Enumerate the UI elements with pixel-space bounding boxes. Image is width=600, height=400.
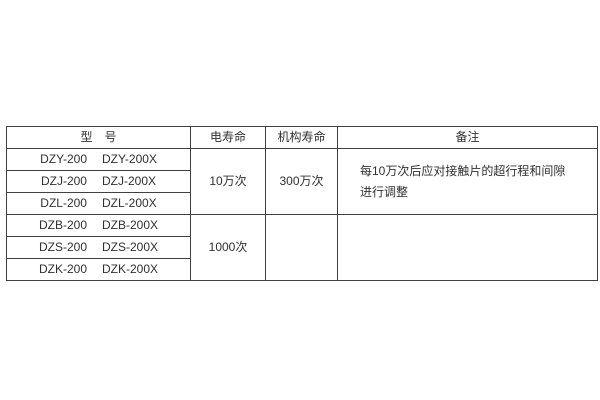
mechanism-life-cell: 300万次 — [265, 148, 338, 215]
table-row: DZJ-200 DZJ-200X — [6, 170, 598, 193]
electrical-life-cell: 10万次 — [190, 148, 266, 215]
mechanism-life-cell — [265, 214, 338, 281]
model-name: DZY-200X — [102, 151, 157, 166]
model-pair: DZB-200 DZB-200X — [8, 217, 190, 232]
model-pair: DZY-200 DZY-200X — [8, 151, 190, 166]
remarks-cell: 每10万次后应对接触片的超行程和间隙 进行调整 — [337, 148, 598, 215]
model-name: DZB-200 — [38, 217, 87, 232]
model-pair: DZJ-200 DZJ-200X — [8, 173, 190, 188]
model-cell: DZL-200 DZL-200X — [6, 192, 191, 215]
col-header-mechanism-life: 机构寿命 — [265, 126, 338, 149]
remarks-cell — [337, 214, 598, 281]
model-name: DZK-200 — [38, 261, 87, 276]
col-header-remarks: 备注 — [337, 126, 598, 149]
model-name: DZJ-200X — [101, 173, 157, 188]
model-name: DZK-200X — [102, 261, 159, 276]
model-name: DZB-200X — [102, 217, 159, 232]
model-cell: DZS-200 DZS-200X — [6, 236, 191, 259]
model-cell: DZB-200 DZB-200X — [6, 214, 191, 237]
model-name: DZS-200 — [38, 239, 87, 254]
table-row: DZY-200 DZY-200X 10万次 300万次 每10万次后应对接触片的… — [6, 148, 598, 215]
remark-line: 每10万次后应对接触片的超行程和间隙 — [360, 163, 566, 178]
model-cell: DZK-200 DZK-200X — [6, 258, 191, 281]
table-row: DZK-200 DZK-200X — [6, 258, 598, 281]
model-name: DZL-200 — [40, 195, 87, 210]
model-pair: DZL-200 DZL-200X — [8, 195, 190, 210]
model-cell: DZY-200 DZY-200X — [6, 148, 191, 171]
model-name: DZY-200 — [40, 151, 87, 166]
model-name: DZS-200X — [102, 239, 159, 254]
model-name: DZJ-200 — [40, 173, 87, 188]
remark-line: 进行调整 — [360, 184, 409, 199]
col-header-model: 型 号 — [6, 126, 191, 149]
model-cell: DZJ-200 DZJ-200X — [6, 170, 191, 193]
header-row: 型 号 电寿命 机构寿命 备注 — [6, 126, 598, 149]
table-row: DZL-200 DZL-200X — [6, 192, 598, 215]
table-row: DZB-200 DZB-200X 1000次 — [6, 214, 598, 281]
model-name: DZL-200X — [101, 195, 157, 210]
model-pair: DZS-200 DZS-200X — [8, 239, 190, 254]
relay-life-spec-table: 型 号 电寿命 机构寿命 备注 DZY-200 DZY-200X 10万次 30… — [6, 126, 598, 281]
col-header-electrical-life: 电寿命 — [190, 126, 266, 149]
model-pair: DZK-200 DZK-200X — [8, 261, 190, 276]
electrical-life-cell: 1000次 — [190, 214, 266, 281]
